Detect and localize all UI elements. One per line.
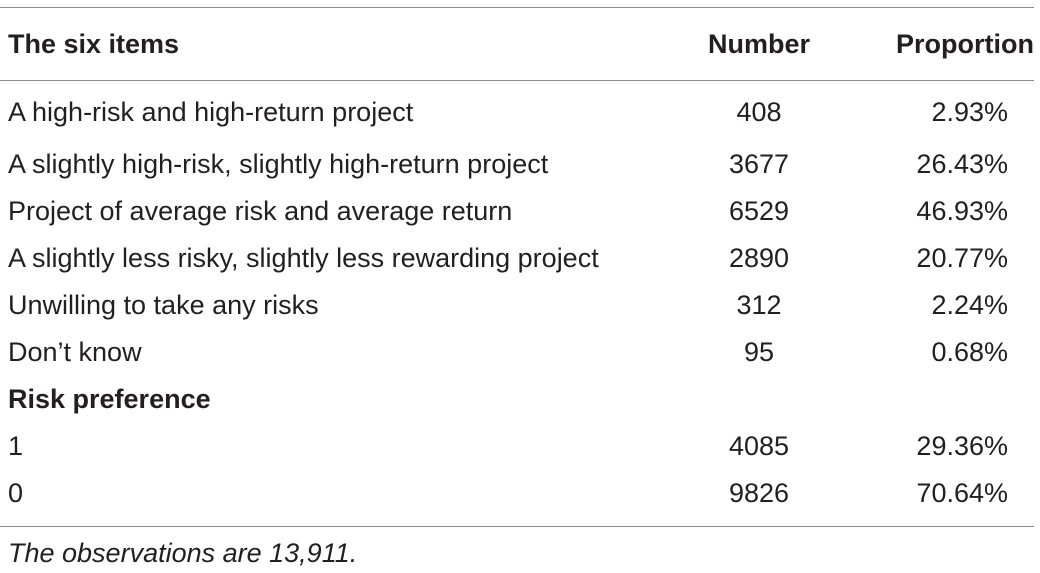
row-label: Unwilling to take any risks: [8, 290, 319, 320]
row-label: A slightly high-risk, slightly high-retu…: [8, 149, 549, 179]
row-proportion: 2.24%: [931, 290, 1008, 320]
row-number: 95: [743, 337, 775, 367]
row-proportion: 29.36%: [916, 431, 1008, 461]
row-label: Don’t know: [8, 337, 142, 367]
row-proportion: 0.68%: [931, 337, 1008, 367]
row-label: A high-risk and high-return project: [8, 97, 414, 127]
row-number: 6529: [728, 196, 790, 226]
row-label: 0: [8, 478, 24, 508]
row-number: 4085: [728, 431, 790, 461]
row-number: 2890: [728, 243, 790, 273]
table-footnote: The observations are 13,911.: [8, 538, 358, 568]
top-rule: [0, 7, 1034, 8]
table-row: Don’t know 95 0.68%: [0, 329, 1034, 376]
row-proportion: 2.93%: [931, 97, 1008, 127]
bottom-rule: [0, 526, 1034, 527]
table-row: 1 4085 29.36%: [0, 423, 1034, 470]
row-number: 3677: [728, 149, 790, 179]
row-proportion: 70.64%: [916, 478, 1008, 508]
table-row: A slightly less risky, slightly less rew…: [0, 235, 1034, 282]
row-proportion: 26.43%: [916, 149, 1008, 179]
header-number: Number: [707, 28, 810, 59]
section-header-row: Risk preference: [0, 376, 1034, 423]
header-rule: [0, 80, 1034, 81]
header-six-items: The six items: [8, 28, 180, 59]
row-label: Project of average risk and average retu…: [8, 196, 513, 226]
table-row: Unwilling to take any risks 312 2.24%: [0, 282, 1034, 329]
row-number: 9826: [728, 478, 790, 508]
row-label: 1: [8, 431, 24, 461]
row-proportion: 46.93%: [916, 196, 1008, 226]
table-row: A slightly high-risk, slightly high-retu…: [0, 141, 1034, 188]
table-row: A high-risk and high-return project 408 …: [0, 80, 1034, 141]
risk-items-table: The six items Number Proportion A high-r…: [0, 8, 1034, 517]
table-row: Project of average risk and average retu…: [0, 188, 1034, 235]
table-header-row: The six items Number Proportion: [0, 8, 1034, 80]
row-label: A slightly less risky, slightly less rew…: [8, 243, 599, 273]
row-number: 408: [736, 97, 782, 127]
row-proportion: 20.77%: [916, 243, 1008, 273]
section-title-risk-preference: Risk preference: [8, 384, 211, 414]
table-row: 0 9826 70.64%: [0, 470, 1034, 517]
header-proportion: Proportion: [896, 28, 1034, 59]
row-number: 312: [736, 290, 782, 320]
